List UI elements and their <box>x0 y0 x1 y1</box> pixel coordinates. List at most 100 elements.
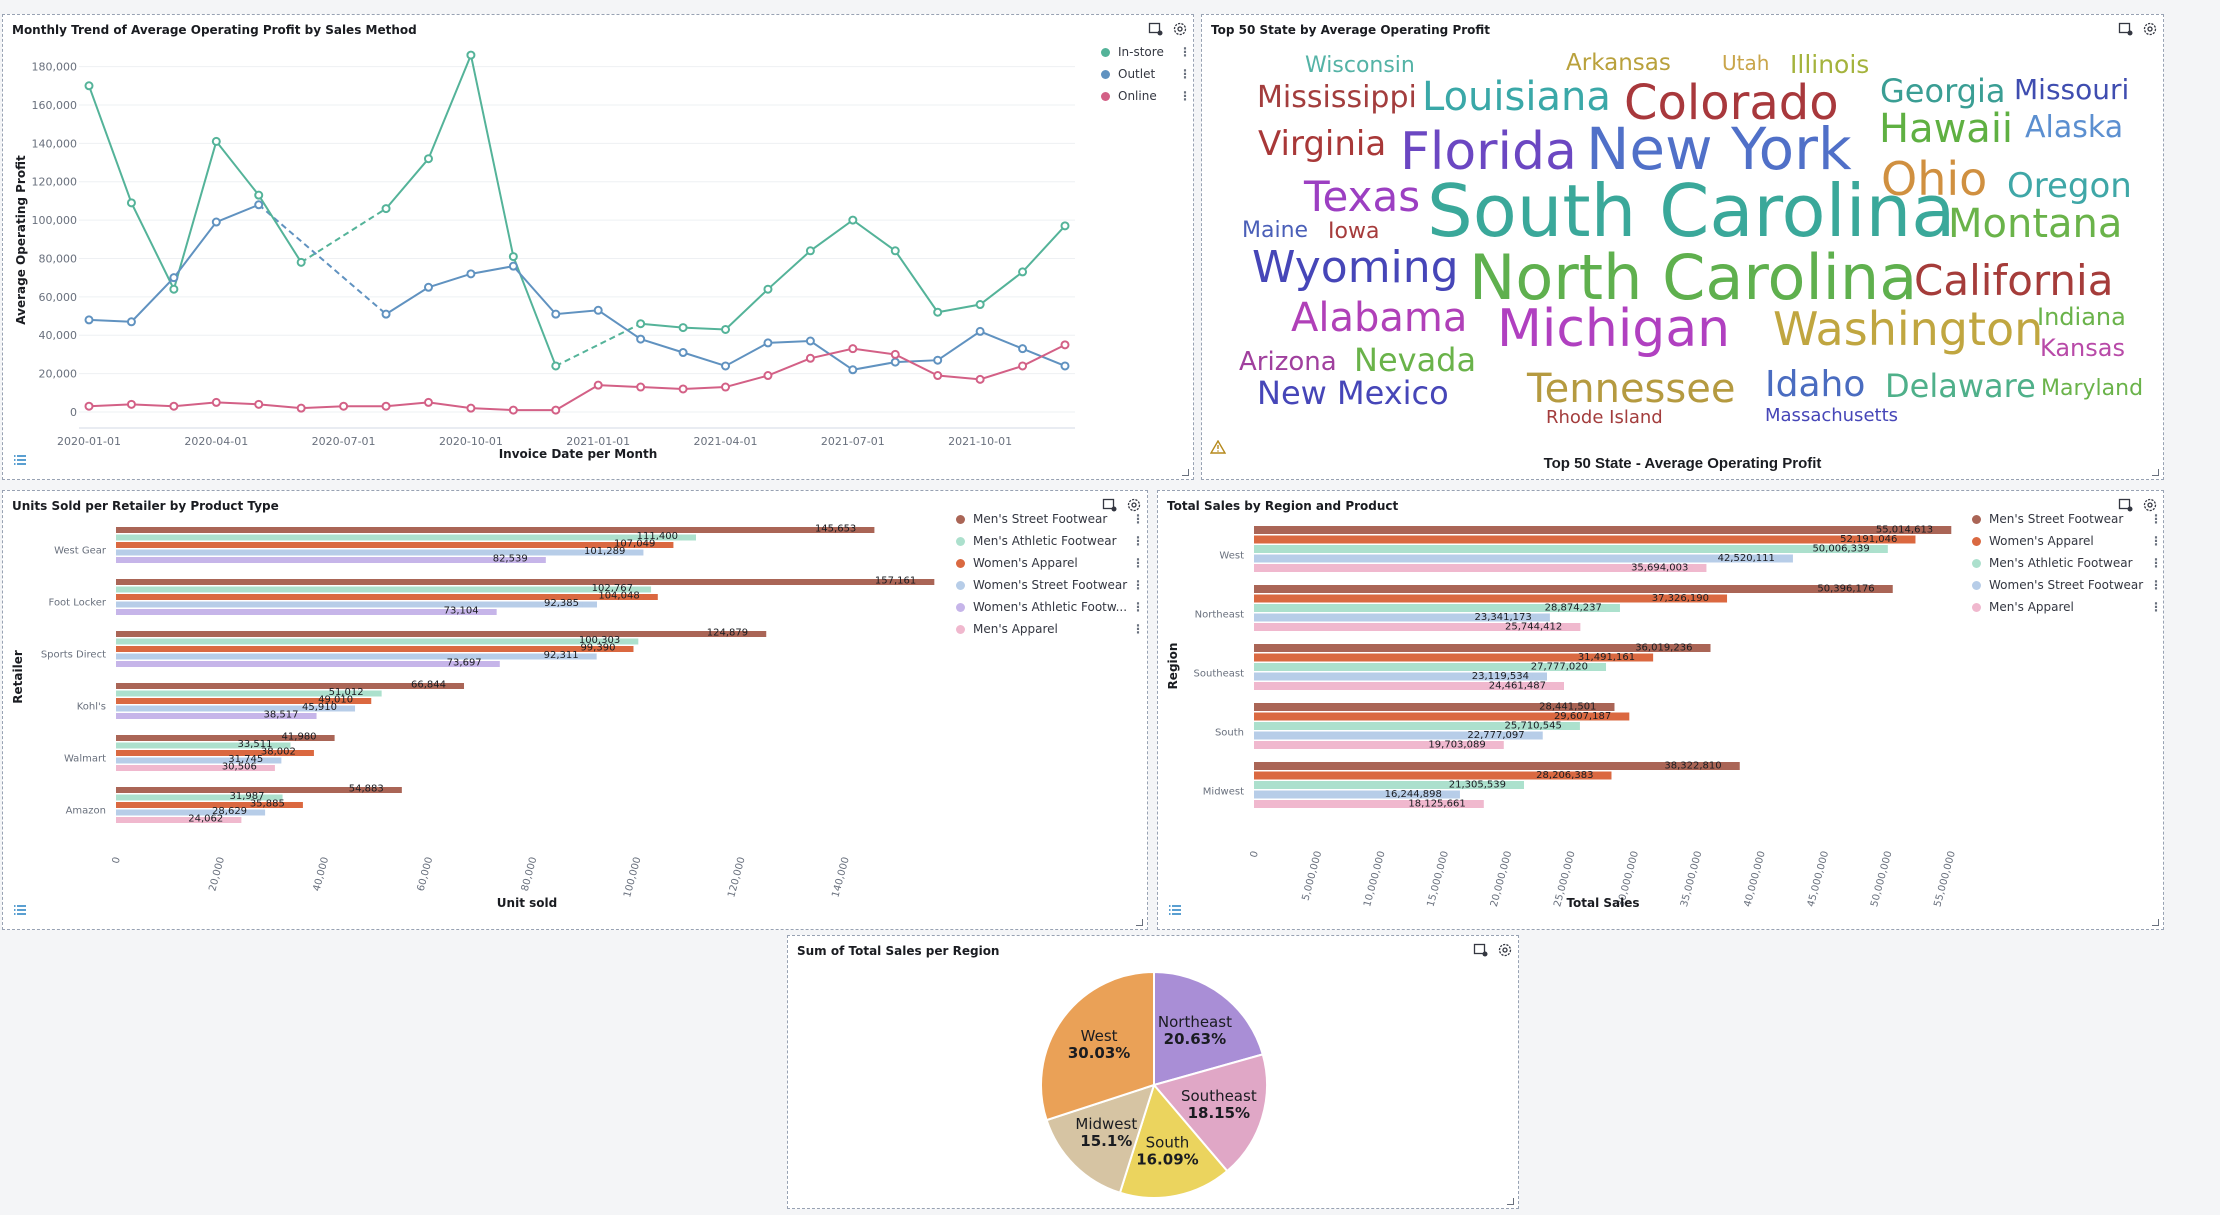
wordcloud-word[interactable]: North Carolina <box>1469 241 1918 314</box>
inspect-icon[interactable] <box>1472 941 1490 959</box>
legend-item[interactable]: Men's Athletic Footwear ⋮ <box>956 530 1144 552</box>
legend-options-icon[interactable]: ⋮ <box>1132 556 1144 570</box>
warning-icon[interactable] <box>1209 439 1227 459</box>
wordcloud-word[interactable]: Texas <box>1304 172 1421 221</box>
legend-item[interactable]: Women's Athletic Footw... ⋮ <box>956 596 1144 618</box>
resize-handle[interactable] <box>2152 919 2159 926</box>
wordcloud-word[interactable]: Iowa <box>1328 219 1380 244</box>
wordcloud-word[interactable]: Delaware <box>1885 367 2036 405</box>
legend-toggle-icon[interactable] <box>1168 903 1182 921</box>
legend-options-icon[interactable]: ⋮ <box>1132 622 1144 636</box>
wordcloud-word[interactable]: Ohio <box>1881 152 1988 206</box>
wordcloud-word[interactable]: Maine <box>1242 218 1309 243</box>
resize-handle[interactable] <box>2152 469 2159 476</box>
data-point <box>975 300 985 310</box>
wordcloud-word[interactable]: Arizona <box>1239 347 1337 377</box>
legend-item[interactable]: Women's Apparel ⋮ <box>1972 530 2162 552</box>
wordcloud-word[interactable]: Mississippi <box>1257 80 1417 115</box>
legend-label: Online <box>1118 89 1157 103</box>
wordcloud-word[interactable]: Rhode Island <box>1546 407 1663 428</box>
data-point <box>423 154 433 164</box>
resize-handle[interactable] <box>1182 469 1189 476</box>
bar-cap <box>643 594 658 600</box>
gear-icon[interactable] <box>2141 496 2159 514</box>
bar-cap <box>629 549 644 556</box>
legend-options-icon[interactable]: ⋮ <box>1179 89 1191 103</box>
wordcloud-word[interactable]: New Mexico <box>1257 374 1449 412</box>
wordcloud-word[interactable]: Alaska <box>2025 110 2124 145</box>
wordcloud-word[interactable]: Florida <box>1400 122 1577 182</box>
wordcloud-word[interactable]: Hawaii <box>1879 106 2014 152</box>
legend-toggle-icon[interactable] <box>13 453 27 471</box>
legend-options-icon[interactable]: ⋮ <box>2150 578 2162 592</box>
bar-value-label: 31,491,161 <box>1578 652 1635 663</box>
wordcloud-word[interactable]: Oregon <box>2007 166 2132 206</box>
slice-percent: 16.09% <box>1136 1150 1198 1168</box>
legend-options-icon[interactable]: ⋮ <box>1179 67 1191 81</box>
bar-value-label: 21,305,539 <box>1449 780 1506 791</box>
inspect-icon[interactable] <box>1147 20 1165 38</box>
data-point <box>551 405 561 415</box>
legend-options-icon[interactable]: ⋮ <box>2150 534 2162 548</box>
legend-item[interactable]: Outlet ⋮ <box>1101 63 1191 85</box>
bar <box>116 742 291 749</box>
legend-options-icon[interactable]: ⋮ <box>2150 600 2162 614</box>
resize-handle[interactable] <box>1507 1198 1514 1205</box>
bar-cap <box>1615 712 1630 721</box>
y-tick-label: 180,000 <box>32 61 78 74</box>
wordcloud-word[interactable]: Virginia <box>1258 124 1387 164</box>
wordcloud-word[interactable]: Massachusetts <box>1765 405 1899 426</box>
wordcloud-word[interactable]: South Carolina <box>1427 169 1956 253</box>
wordcloud-word[interactable]: Georgia <box>1880 72 2006 110</box>
legend-options-icon[interactable]: ⋮ <box>1132 600 1144 614</box>
legend-options-icon[interactable]: ⋮ <box>2150 512 2162 526</box>
legend-options-icon[interactable]: ⋮ <box>1132 578 1144 592</box>
wordcloud-word[interactable]: Montana <box>1948 201 2123 247</box>
wordcloud-word[interactable]: Kansas <box>2040 334 2125 362</box>
gear-icon[interactable] <box>1171 20 1189 38</box>
legend-item[interactable]: Women's Street Footwear ⋮ <box>956 574 1144 596</box>
gear-icon[interactable] <box>1125 496 1143 514</box>
legend-item[interactable]: Men's Athletic Footwear ⋮ <box>1972 552 2162 574</box>
inspect-icon[interactable] <box>2117 20 2135 38</box>
wordcloud-word[interactable]: Indiana <box>2037 303 2126 331</box>
legend-options-icon[interactable]: ⋮ <box>1132 534 1144 548</box>
legend-item[interactable]: Men's Apparel ⋮ <box>1972 596 2162 618</box>
gear-icon[interactable] <box>1496 941 1514 959</box>
wordcloud-word[interactable]: Colorado <box>1624 75 1839 131</box>
wordcloud-word[interactable]: Missouri <box>2014 73 2130 106</box>
wordcloud-word[interactable]: Arkansas <box>1566 50 1671 76</box>
wordcloud-word[interactable]: Alabama <box>1291 295 1468 341</box>
inspect-icon[interactable] <box>1101 496 1119 514</box>
legend-item[interactable]: In-store ⋮ <box>1101 41 1191 63</box>
legend-item[interactable]: Men's Street Footwear ⋮ <box>956 508 1144 530</box>
legend-options-icon[interactable]: ⋮ <box>1132 512 1144 526</box>
wordcloud-word[interactable]: Nevada <box>1354 341 1477 379</box>
wordcloud-word[interactable]: Maryland <box>2041 376 2144 401</box>
wordcloud-word[interactable]: Utah <box>1722 51 1770 75</box>
legend-item[interactable]: Men's Street Footwear ⋮ <box>1972 508 2162 530</box>
wordcloud-word[interactable]: Illinois <box>1790 50 1870 79</box>
resize-handle[interactable] <box>1136 919 1143 926</box>
wordcloud-word[interactable]: Michigan <box>1497 299 1731 359</box>
wordcloud-word[interactable]: Idaho <box>1765 364 1866 405</box>
wordcloud-word[interactable]: California <box>1914 256 2114 305</box>
wordcloud-word[interactable]: New York <box>1586 115 1852 183</box>
wordcloud-word[interactable]: Louisiana <box>1422 74 1611 120</box>
bar-value-label: 101,289 <box>584 546 625 557</box>
legend-item[interactable]: Men's Apparel ⋮ <box>956 618 1144 640</box>
legend-options-icon[interactable]: ⋮ <box>2150 556 2162 570</box>
wordcloud-word[interactable]: Tennessee <box>1527 366 1736 412</box>
gear-icon[interactable] <box>2141 20 2159 38</box>
wordcloud-word[interactable]: Wyoming <box>1252 242 1459 293</box>
wordcloud-word[interactable]: Wisconsin <box>1305 53 1415 78</box>
wordcloud-word[interactable]: Washington <box>1773 302 2044 356</box>
bar-value-label: 25,710,545 <box>1505 721 1562 732</box>
legend-item[interactable]: Women's Apparel ⋮ <box>956 552 1144 574</box>
inspect-icon[interactable] <box>2117 496 2135 514</box>
legend-options-icon[interactable]: ⋮ <box>1179 45 1191 59</box>
legend-item[interactable]: Women's Street Footwear ⋮ <box>1972 574 2162 596</box>
category-label: Northeast <box>1195 610 1244 621</box>
legend-item[interactable]: Online ⋮ <box>1101 85 1191 107</box>
legend-toggle-icon[interactable] <box>13 903 27 921</box>
